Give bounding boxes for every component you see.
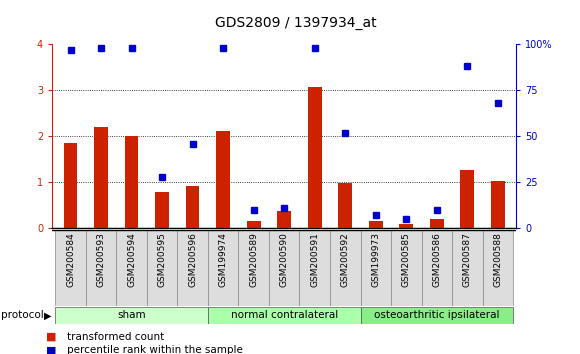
Text: GSM200595: GSM200595 [158,232,166,287]
Text: GSM200586: GSM200586 [432,232,441,287]
Bar [216,131,230,228]
Bar [64,143,77,228]
Text: GSM199973: GSM199973 [371,232,380,287]
Text: GSM200589: GSM200589 [249,232,258,287]
Bar [55,230,86,306]
Bar [125,136,139,228]
Text: GSM200585: GSM200585 [402,232,411,287]
Bar [308,87,321,228]
Bar [361,230,391,306]
Text: GSM200584: GSM200584 [66,232,75,287]
Bar [147,230,177,306]
Bar [247,222,260,228]
Text: ■: ■ [46,332,57,342]
Bar [361,307,513,324]
Bar [483,230,513,306]
Text: GSM200592: GSM200592 [341,232,350,287]
Bar [491,181,505,228]
Text: GDS2809 / 1397934_at: GDS2809 / 1397934_at [215,16,376,30]
Text: GSM200593: GSM200593 [96,232,106,287]
Bar [461,170,474,228]
Text: GSM200587: GSM200587 [463,232,472,287]
Bar [186,185,200,228]
Bar [155,193,169,228]
Bar [330,230,361,306]
Bar [208,230,238,306]
Text: normal contralateral: normal contralateral [231,310,338,320]
Text: GSM200590: GSM200590 [280,232,289,287]
Bar [208,307,361,324]
Bar [238,230,269,306]
Text: sham: sham [117,310,146,320]
Text: GSM199974: GSM199974 [219,232,227,287]
Bar [177,230,208,306]
Bar [452,230,483,306]
Text: GSM200591: GSM200591 [310,232,319,287]
Bar [338,183,352,228]
Bar [391,230,422,306]
Text: ▶: ▶ [44,310,51,320]
Bar [269,230,299,306]
Bar [117,230,147,306]
Text: GSM200588: GSM200588 [494,232,502,287]
Bar [94,127,108,228]
Bar [369,222,383,228]
Text: osteoarthritic ipsilateral: osteoarthritic ipsilateral [374,310,499,320]
Text: ■: ■ [46,346,57,354]
Bar [55,307,208,324]
Bar [430,219,444,228]
Bar [422,230,452,306]
Text: GSM200594: GSM200594 [127,232,136,287]
Text: protocol: protocol [1,310,43,320]
Bar [86,230,117,306]
Bar [299,230,330,306]
Bar [400,224,413,228]
Text: GSM200596: GSM200596 [188,232,197,287]
Bar [277,211,291,228]
Text: percentile rank within the sample: percentile rank within the sample [67,346,242,354]
Text: transformed count: transformed count [67,332,164,342]
